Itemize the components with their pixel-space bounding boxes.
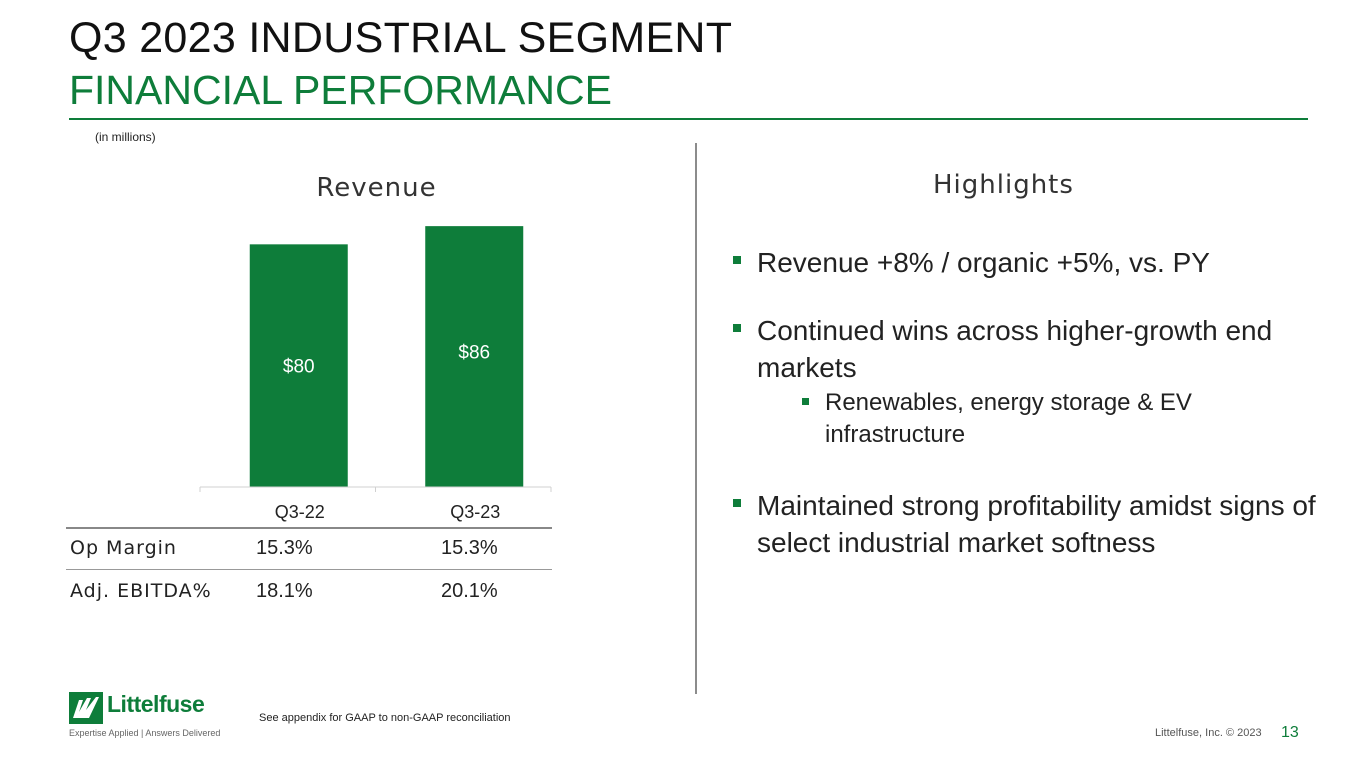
chart-title: Revenue [316, 173, 436, 203]
metric-label: Op Margin [70, 537, 177, 559]
metric-value-q3-23: 20.1% [441, 580, 498, 602]
page-title: Q3 2023 INDUSTRIAL SEGMENT [69, 14, 733, 62]
units-note: (in millions) [95, 130, 156, 144]
metric-value-q3-23: 15.3% [441, 537, 498, 559]
highlights-list: Revenue +8% / organic +5%, vs. PY Contin… [730, 244, 1330, 561]
brand-tagline: Expertise Applied | Answers Delivered [69, 728, 221, 738]
revenue-chart: Revenue $80 Q3-22 $86 Q3-23 [199, 173, 552, 522]
bullet-square-icon [733, 256, 741, 264]
bullet-square-icon [733, 499, 741, 507]
brand-name: Littelfuse [107, 691, 205, 717]
highlight-item: Maintained strong profitability amidst s… [730, 487, 1337, 561]
bar-q3-23 [425, 226, 524, 487]
vertical-divider [695, 143, 697, 694]
bar-value-label: $80 [283, 357, 315, 378]
highlight-subitem: Renewables, energy storage & EV infrastr… [730, 387, 1265, 451]
x-tick-label: Q3-23 [450, 502, 500, 522]
littelfuse-logo-icon [69, 692, 103, 724]
bar-q3-22 [249, 244, 348, 487]
metrics-row-adj-ebitda: Adj. EBITDA% 18.1% 20.1% [66, 569, 552, 612]
bullet-square-icon [733, 324, 741, 332]
highlight-item: Continued wins across higher-growth end … [730, 312, 1297, 386]
bullet-square-icon [802, 398, 809, 405]
highlight-text: Maintained strong profitability amidst s… [757, 490, 1316, 558]
bar-value-label: $86 [458, 343, 490, 364]
x-tick-label: Q3-22 [275, 502, 325, 522]
littelfuse-logo: Littelfuse Expertise Applied | Answers D… [69, 691, 220, 738]
footnote: See appendix for GAAP to non-GAAP reconc… [259, 712, 511, 724]
highlights-heading: Highlights [933, 170, 1074, 200]
highlight-subtext: Renewables, energy storage & EV infrastr… [825, 389, 1192, 448]
title-divider [69, 118, 1308, 120]
metrics-row-op-margin: Op Margin 15.3% 15.3% [66, 527, 552, 569]
page-subtitle: FINANCIAL PERFORMANCE [69, 67, 612, 113]
metric-value-q3-22: 18.1% [256, 580, 313, 602]
metric-label: Adj. EBITDA% [70, 580, 212, 602]
highlight-text: Continued wins across higher-growth end … [757, 315, 1273, 383]
page-number: 13 [1281, 724, 1299, 741]
highlight-text: Revenue +8% / organic +5%, vs. PY [757, 247, 1210, 278]
metric-value-q3-22: 15.3% [256, 537, 313, 559]
copyright: Littelfuse, Inc. © 2023 [1155, 727, 1262, 739]
highlight-item: Revenue +8% / organic +5%, vs. PY [730, 244, 1330, 281]
metrics-top-rule [66, 527, 552, 529]
metrics-table: Op Margin 15.3% 15.3% Adj. EBITDA% 18.1%… [66, 527, 552, 612]
